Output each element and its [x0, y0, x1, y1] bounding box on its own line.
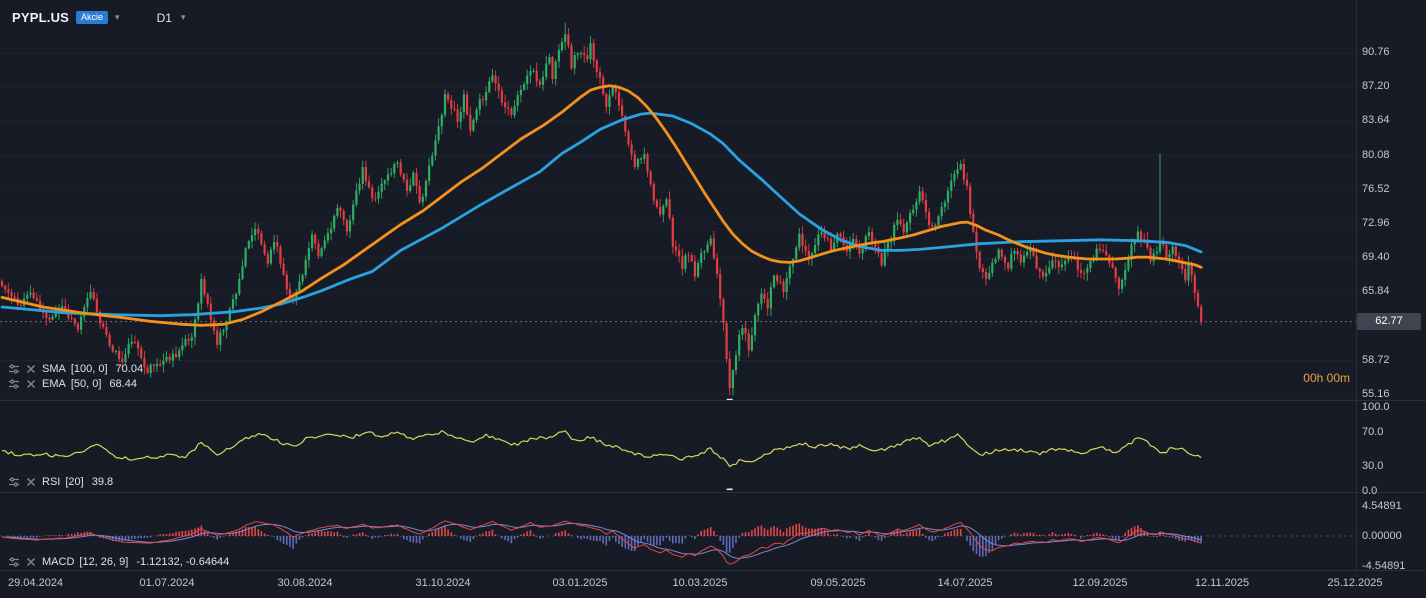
rsi-axis-label: 30.0 — [1362, 459, 1384, 472]
macd-axis-label: -4.54891 — [1362, 560, 1406, 572]
indicator-remove-icon[interactable] — [25, 476, 37, 488]
chevron-down-icon: ▾ — [180, 12, 186, 22]
rsi-axis-label: 0.0 — [1362, 485, 1378, 497]
candle-countdown-label: 00h 00m — [1303, 371, 1350, 385]
macd-params: [12, 26, 9] — [79, 556, 129, 568]
timeframe-label: D1 — [156, 10, 172, 25]
macd-value: -1.12132, -0.64644 — [136, 556, 230, 568]
indicator-settings-icon[interactable] — [8, 476, 20, 488]
indicator-remove-icon[interactable] — [25, 363, 37, 375]
price-axis-label: 80.08 — [1362, 148, 1390, 161]
price-axis-label: 72.96 — [1362, 216, 1390, 229]
symbol-dropdown-caret-icon[interactable]: ▾ — [115, 12, 120, 22]
rsi-axis-label: 100.0 — [1362, 401, 1390, 413]
price-axis-label: 87.20 — [1362, 80, 1390, 93]
ema-name: EMA — [42, 378, 66, 390]
date-label: 09.05.2025 — [810, 577, 866, 589]
sma-value: 70.04 — [115, 363, 144, 375]
rsi-value: 39.8 — [91, 476, 114, 488]
date-label: 14.07.2025 — [937, 577, 993, 589]
indicator-settings-icon[interactable] — [8, 556, 20, 568]
price-axis-label: 55.16 — [1362, 387, 1390, 400]
price-axis-label: 58.72 — [1362, 353, 1390, 366]
timeframe-select[interactable]: D1 ▾ — [157, 11, 186, 25]
ema-params: [50, 0] — [70, 378, 102, 390]
symbol-name[interactable]: PYPL.US — [12, 10, 70, 25]
current-price-badge: 62.77 — [1357, 313, 1421, 331]
indicator-settings-icon[interactable] — [8, 363, 20, 375]
date-label: 25.12.2025 — [1327, 577, 1383, 589]
macd-axis-label: 4.54891 — [1362, 499, 1402, 512]
instrument-header: PYPL.US Akcie ▾ D1 ▾ — [12, 10, 185, 25]
price-axis-label: 65.84 — [1362, 285, 1390, 298]
indicator-remove-icon[interactable] — [25, 556, 37, 568]
date-label: 31.10.2024 — [415, 577, 471, 589]
price-axis-label: 83.64 — [1362, 114, 1390, 127]
macd-axis-label: 0.00000 — [1362, 530, 1402, 542]
date-label: 10.03.2025 — [672, 577, 728, 589]
ema-value: 68.44 — [109, 378, 137, 390]
sma-name: SMA — [42, 363, 66, 375]
indicator-settings-icon[interactable] — [8, 378, 20, 390]
macd-legend: MACD [12, 26, 9] -1.12132, -0.64644 — [8, 556, 229, 568]
date-label: 01.07.2024 — [139, 577, 195, 589]
date-label: 03.01.2025 — [552, 577, 608, 589]
rsi-axis-label: 70.0 — [1362, 426, 1384, 439]
date-label: 12.09.2025 — [1072, 577, 1128, 589]
date-label: 12.11.2025 — [1194, 577, 1250, 589]
price-axis-label: 69.40 — [1362, 251, 1390, 264]
sma-params: [100, 0] — [70, 363, 108, 375]
indicator-remove-icon[interactable] — [25, 378, 37, 390]
macd-name: MACD — [42, 556, 75, 568]
rsi-name: RSI — [42, 476, 61, 488]
rsi-params: [20] — [65, 476, 84, 488]
price-axis-label: 90.76 — [1362, 46, 1390, 58]
price-axis-label: 76.52 — [1362, 182, 1390, 195]
date-label: 29.04.2024 — [8, 577, 64, 589]
sma-legend: SMA [100, 0] 70.04 — [8, 363, 143, 375]
instrument-type-badge: Akcie — [76, 11, 109, 24]
ema-legend: EMA [50, 0] 68.44 — [8, 378, 137, 390]
rsi-legend: RSI [20] 39.8 — [8, 476, 113, 488]
date-label: 30.08.2024 — [277, 577, 333, 589]
